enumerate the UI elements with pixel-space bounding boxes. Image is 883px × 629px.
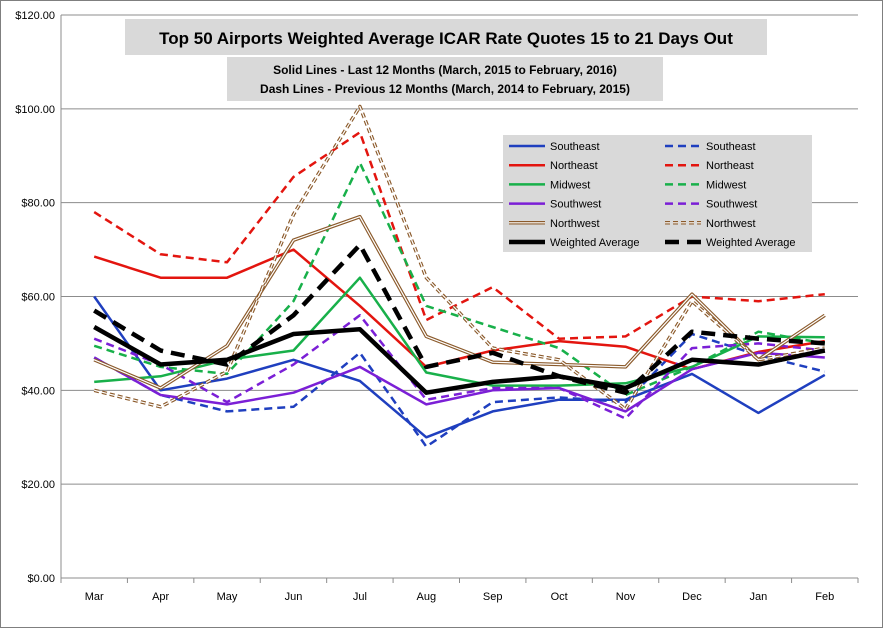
series-line-weighted-average-dash — [93, 242, 825, 395]
legend-southwest-dash-label: Southwest — [706, 199, 757, 211]
x-tick-label-aug: Aug — [417, 591, 437, 603]
legend-weighted-average-solid-label: Weighted Average — [550, 237, 640, 249]
y-tick-labels: $0.00 $20.00 $40.00 $60.00 $80.00 $100.00 $120… — [15, 10, 55, 585]
legend-midwest-solid-label: Midwest — [550, 179, 590, 191]
chart-title: Top 50 Airports Weighted Average ICAR Ra… — [159, 29, 733, 48]
y-tick-label: $120.00 — [15, 10, 55, 22]
series-line-southeast-dash — [93, 332, 826, 448]
y-tick-label: $0.00 — [27, 573, 55, 585]
series-line-southwest-solid — [93, 351, 825, 413]
subtitle-box — [227, 57, 663, 101]
x-tick-label-dec: Dec — [682, 591, 702, 603]
title-box — [125, 19, 767, 55]
x-tick-label-jan: Jan — [750, 591, 768, 603]
series-line-southwest-dash — [93, 314, 825, 420]
series-line-southeast-solid — [93, 295, 826, 439]
y-tick-label: $100.00 — [15, 104, 55, 116]
chart-title-group: Top 50 Airports Weighted Average ICAR Ra… — [125, 19, 767, 55]
legend: Southeast Northeast Midwest Southwest Northw… — [503, 135, 812, 252]
series-line-northwest-dash — [94, 105, 825, 410]
x-tick-label-feb: Feb — [815, 591, 834, 603]
x-tick-label-sep: Sep — [483, 591, 503, 603]
subtitle-line-1: Solid Lines - Last 12 Months (March, 201… — [273, 63, 617, 77]
legend-northeast-solid-label: Northeast — [550, 160, 598, 172]
legend-southeast-solid-label: Southeast — [550, 141, 600, 153]
x-tick-label-jul: Jul — [353, 591, 367, 603]
x-tick-label-mar: Mar — [85, 591, 104, 603]
legend-northwest-solid-label: Northwest — [550, 218, 600, 230]
x-tick-label-nov: Nov — [616, 591, 636, 603]
series-line-northwest-solid — [93, 216, 826, 389]
x-tick-label-may: May — [217, 591, 238, 603]
x-tick-labels: Mar Apr May Jun Jul Aug Sep Oct Nov Dec Jan Feb — [85, 591, 835, 603]
axes — [60, 15, 859, 583]
legend-midwest-dash-label: Midwest — [706, 179, 746, 191]
series-line-northeast-solid — [93, 248, 826, 371]
chart-subtitle-group: Solid Lines - Last 12 Months (March, 201… — [227, 57, 663, 101]
legend-weighted-average-dash-label: Weighted Average — [706, 237, 796, 249]
subtitle-line-2: Dash Lines - Previous 12 Months (March, … — [260, 82, 630, 96]
series-line-midwest-solid — [94, 276, 825, 387]
y-tick-label: $60.00 — [21, 292, 55, 304]
series-line-northeast-dash — [93, 131, 825, 340]
y-tick-label: $20.00 — [21, 479, 55, 491]
x-tick-label-oct: Oct — [551, 591, 568, 603]
legend-northwest-dash-label: Northwest — [706, 218, 756, 230]
x-tick-label-apr: Apr — [152, 591, 169, 603]
legend-box — [503, 135, 812, 252]
legend-southeast-dash-label: Southeast — [706, 141, 756, 153]
y-tick-label: $40.00 — [21, 385, 55, 397]
legend-northeast-dash-label: Northeast — [706, 160, 754, 172]
x-tick-label-jun: Jun — [285, 591, 303, 603]
y-tick-label: $80.00 — [21, 198, 55, 210]
legend-southwest-solid-label: Southwest — [550, 199, 601, 211]
series-lines — [93, 104, 826, 448]
